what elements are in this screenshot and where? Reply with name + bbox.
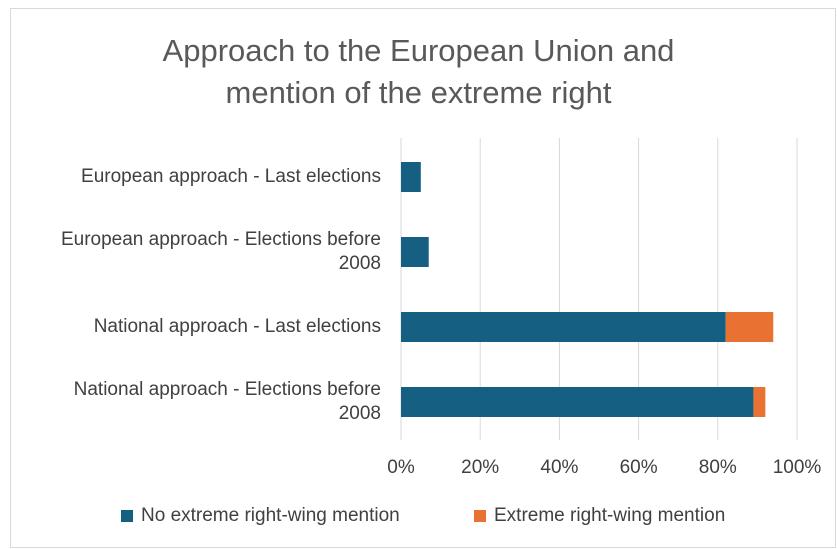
bar-no-mention [401, 387, 754, 417]
category-label-line: 2008 [338, 253, 381, 274]
bar-no-mention [401, 237, 429, 267]
category-label-line: National approach - Last elections [93, 316, 381, 337]
category-label-line: European approach - Last elections [81, 166, 381, 187]
chart-title-line-1: Approach to the European Union and [162, 33, 675, 68]
category-label: National approach - Elections before 2008 [1, 378, 381, 426]
tick-label: 80% [698, 457, 737, 478]
tick-label: 100% [772, 457, 822, 478]
legend-label-extreme-mention: Extreme right-wing mention [494, 505, 726, 526]
legend-item-no-mention: No extreme right-wing mention [121, 505, 400, 527]
legend-label-no-mention: No extreme right-wing mention [141, 505, 400, 526]
legend: No extreme right-wing mention Extreme ri… [0, 505, 837, 529]
category-label-line: European approach - Elections before [60, 229, 381, 250]
tick-label: 20% [461, 457, 500, 478]
chart-title-line-2: mention of the extreme right [225, 75, 612, 110]
bar-no-mention [401, 162, 421, 192]
tick-label: 60% [619, 457, 658, 478]
legend-item-extreme-mention: Extreme right-wing mention [474, 505, 725, 527]
category-label: National approach - Last elections [1, 315, 381, 339]
chart-area [10, 8, 836, 548]
legend-swatch-extreme-mention [474, 510, 486, 522]
tick-label: 0% [387, 457, 415, 478]
bar-no-mention [401, 312, 726, 342]
tick-label: 40% [540, 457, 579, 478]
category-label-line: 2008 [338, 403, 381, 424]
category-label: European approach - Elections before 2008 [1, 228, 381, 276]
category-label: European approach - Last elections [1, 165, 381, 189]
legend-swatch-no-mention [121, 510, 133, 522]
bar-extreme-mention [725, 312, 774, 342]
bar-extreme-mention [753, 387, 766, 417]
chart-title: Approach to the European Union and menti… [0, 30, 837, 114]
category-label-line: National approach - Elections before [73, 379, 381, 400]
